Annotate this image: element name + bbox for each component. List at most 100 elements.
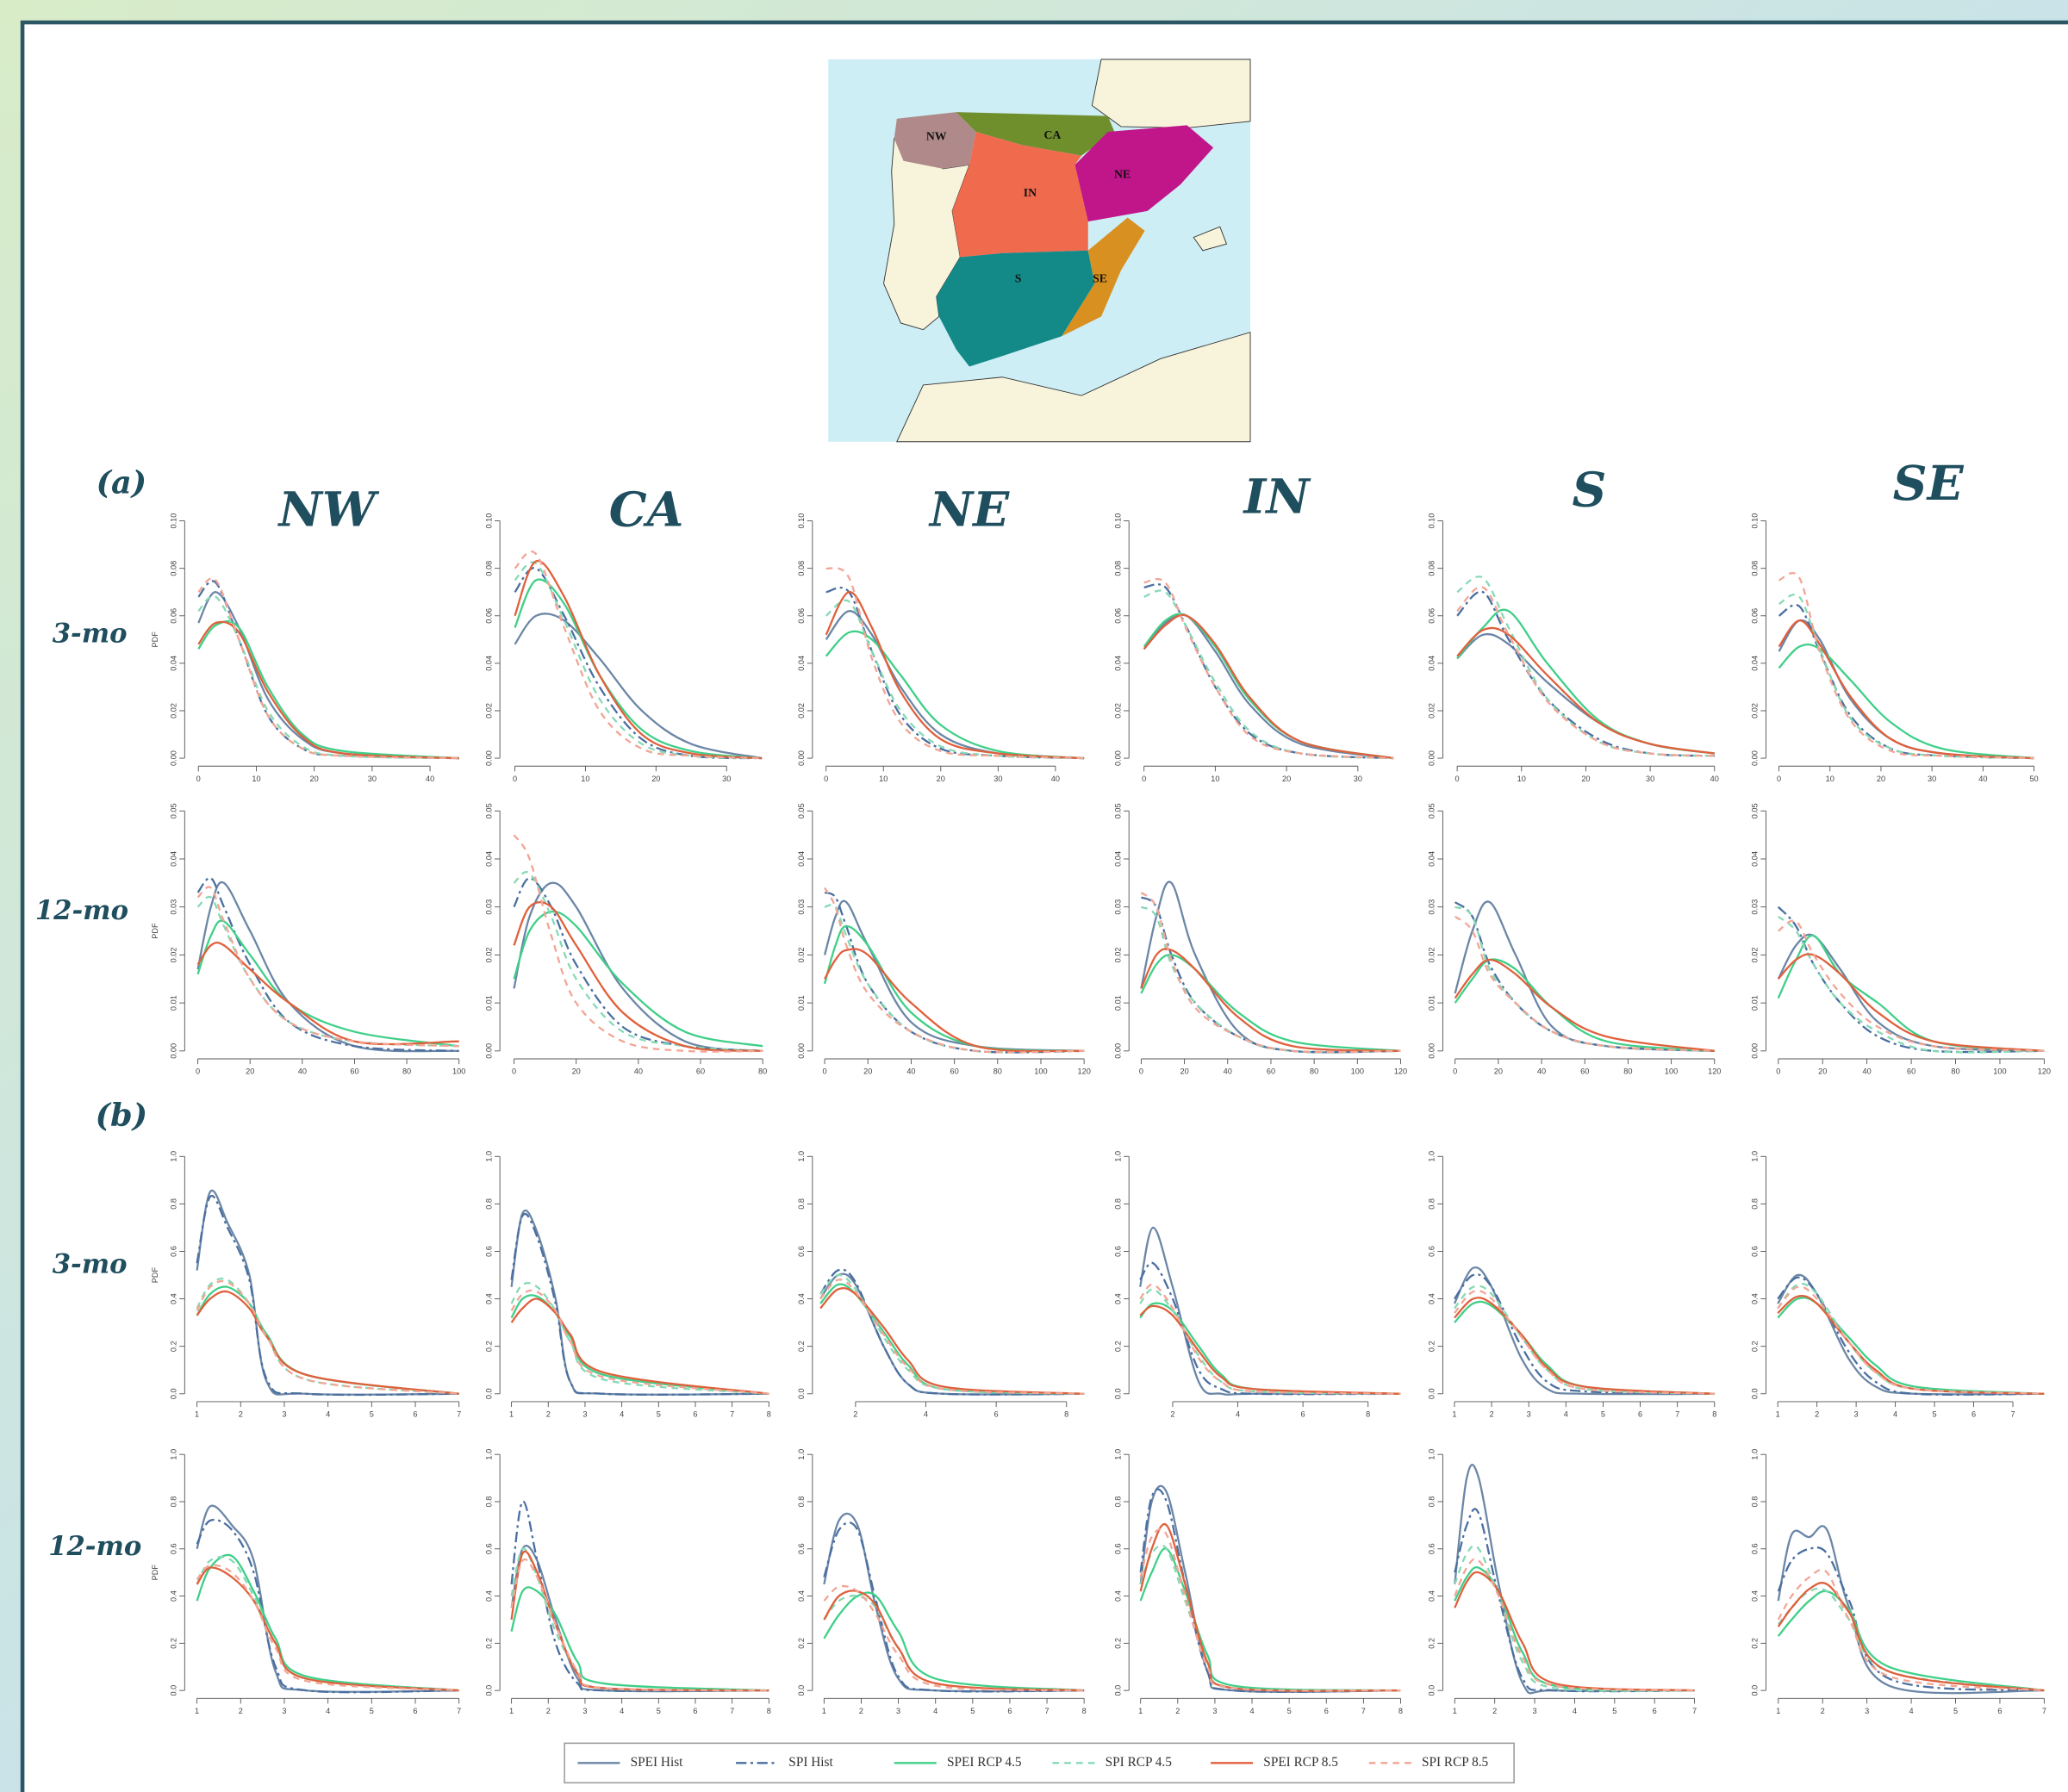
x-tick-label: 120 <box>2038 1067 2051 1076</box>
y-tick-label: 0.02 <box>1113 703 1122 719</box>
column-header: NE <box>928 482 1010 538</box>
x-tick-label: 2 <box>239 1707 243 1715</box>
x-tick-label: 1 <box>195 1707 199 1715</box>
x-tick-label: 1 <box>509 1410 514 1419</box>
x-tick-label: 4 <box>1564 1410 1568 1419</box>
row-label: 12-mo <box>35 895 128 926</box>
y-tick-label: 0.00 <box>1113 750 1122 766</box>
y-tick-label: 0.00 <box>170 1043 178 1059</box>
y-tick-label: 0.01 <box>170 995 178 1011</box>
y-tick-label: 0.4 <box>1751 1590 1760 1602</box>
column-header: NW <box>277 482 380 538</box>
map-label: S <box>1015 272 1022 285</box>
x-tick-label: 0 <box>823 1067 827 1076</box>
x-tick-label: 0 <box>824 775 828 783</box>
y-tick-label: 0.04 <box>484 851 493 867</box>
x-tick-label: 1 <box>1776 1410 1780 1419</box>
x-tick-label: 6 <box>413 1707 417 1715</box>
y-tick-label: 0.01 <box>1113 995 1122 1011</box>
y-tick-label: 0.6 <box>1751 1543 1760 1554</box>
y-tick-label: 0.8 <box>1751 1198 1760 1210</box>
x-tick-label: 1 <box>822 1707 826 1715</box>
y-tick-label: 0.0 <box>170 1685 178 1696</box>
y-tick-label: 0.6 <box>170 1246 178 1257</box>
x-tick-label: 30 <box>994 775 1002 783</box>
y-tick-label: 0.03 <box>1113 899 1122 915</box>
y-tick-label: 1.0 <box>1113 1449 1122 1460</box>
x-tick-label: 40 <box>1863 1067 1872 1076</box>
x-tick-label: 2 <box>853 1410 857 1419</box>
x-tick-label: 60 <box>950 1067 959 1076</box>
x-tick-label: 6 <box>693 1410 697 1419</box>
x-tick-label: 6 <box>413 1410 417 1419</box>
x-tick-label: 6 <box>1301 1410 1305 1419</box>
y-axis-label: PDF <box>151 1266 159 1283</box>
x-tick-label: 1 <box>509 1707 514 1715</box>
y-tick-label: 0.4 <box>797 1293 806 1304</box>
x-tick-label: 80 <box>1623 1067 1632 1076</box>
x-tick-label: 4 <box>1249 1707 1254 1715</box>
y-tick-label: 0.02 <box>1113 947 1122 962</box>
x-tick-label: 3 <box>282 1707 286 1715</box>
y-tick-label: 0.06 <box>797 608 806 624</box>
y-tick-label: 0.08 <box>1428 561 1436 576</box>
y-tick-label: 0.6 <box>484 1543 493 1554</box>
x-tick-label: 3 <box>1212 1707 1217 1715</box>
y-tick-label: 0.4 <box>797 1590 806 1602</box>
y-tick-label: 0.4 <box>170 1293 178 1304</box>
x-tick-label: 20 <box>310 775 319 783</box>
x-tick-label: 7 <box>730 1410 734 1419</box>
y-tick-label: 0.0 <box>1113 1388 1122 1399</box>
y-tick-label: 0.2 <box>1428 1638 1436 1649</box>
y-tick-label: 0.00 <box>797 1043 806 1059</box>
y-tick-label: 0.02 <box>1428 703 1436 719</box>
x-tick-label: 3 <box>582 1410 587 1419</box>
x-tick-label: 3 <box>1527 1410 1531 1419</box>
x-tick-label: 8 <box>1712 1410 1716 1419</box>
y-tick-label: 0.00 <box>170 750 178 766</box>
x-tick-label: 40 <box>1051 775 1060 783</box>
y-tick-label: 0.06 <box>1751 608 1760 624</box>
x-tick-label: 0 <box>513 775 517 783</box>
y-tick-label: 0.10 <box>1428 513 1436 529</box>
y-tick-label: 0.08 <box>1113 561 1122 576</box>
y-tick-label: 0.00 <box>1428 750 1436 766</box>
y-tick-label: 0.03 <box>1428 899 1436 915</box>
row-label: 3-mo <box>53 1248 128 1279</box>
x-tick-label: 4 <box>1909 1707 1914 1715</box>
x-tick-label: 60 <box>1907 1067 1915 1076</box>
y-tick-label: 0.4 <box>1428 1590 1436 1602</box>
y-tick-label: 0.2 <box>484 1638 493 1649</box>
y-tick-label: 0.4 <box>484 1590 493 1602</box>
figure: NW CA NE IN S SE (a) (b) NWCANEINSSE3-mo… <box>0 0 2068 1792</box>
map-label: NW <box>926 129 947 142</box>
y-tick-label: 0.08 <box>484 561 493 576</box>
x-tick-label: 2 <box>546 1410 551 1419</box>
y-tick-label: 0.6 <box>1428 1246 1436 1257</box>
x-tick-label: 40 <box>906 1067 915 1076</box>
y-tick-label: 1.0 <box>797 1449 806 1460</box>
x-tick-label: 6 <box>1638 1410 1642 1419</box>
y-tick-label: 0.2 <box>1428 1341 1436 1352</box>
y-tick-label: 1.0 <box>484 1449 493 1460</box>
x-tick-label: 1 <box>1776 1707 1780 1715</box>
x-tick-label: 5 <box>1601 1410 1605 1419</box>
y-tick-label: 0.8 <box>484 1496 493 1508</box>
x-tick-label: 10 <box>1517 775 1526 783</box>
x-tick-label: 6 <box>1653 1707 1657 1715</box>
x-tick-label: 40 <box>1537 1067 1546 1076</box>
x-tick-label: 30 <box>1354 775 1362 783</box>
x-tick-label: 1 <box>195 1410 199 1419</box>
y-tick-label: 0.08 <box>797 561 806 576</box>
x-tick-label: 2 <box>546 1707 551 1715</box>
x-tick-label: 5 <box>370 1410 374 1419</box>
x-tick-label: 8 <box>1366 1410 1370 1419</box>
x-tick-label: 2 <box>1170 1410 1174 1419</box>
y-tick-label: 0.8 <box>170 1496 178 1508</box>
y-tick-label: 1.0 <box>170 1449 178 1460</box>
column-header: S <box>1572 462 1606 518</box>
x-tick-label: 10 <box>252 775 260 783</box>
y-tick-label: 0.04 <box>1751 656 1760 671</box>
x-tick-label: 8 <box>1082 1707 1087 1715</box>
x-tick-label: 7 <box>1044 1707 1049 1715</box>
